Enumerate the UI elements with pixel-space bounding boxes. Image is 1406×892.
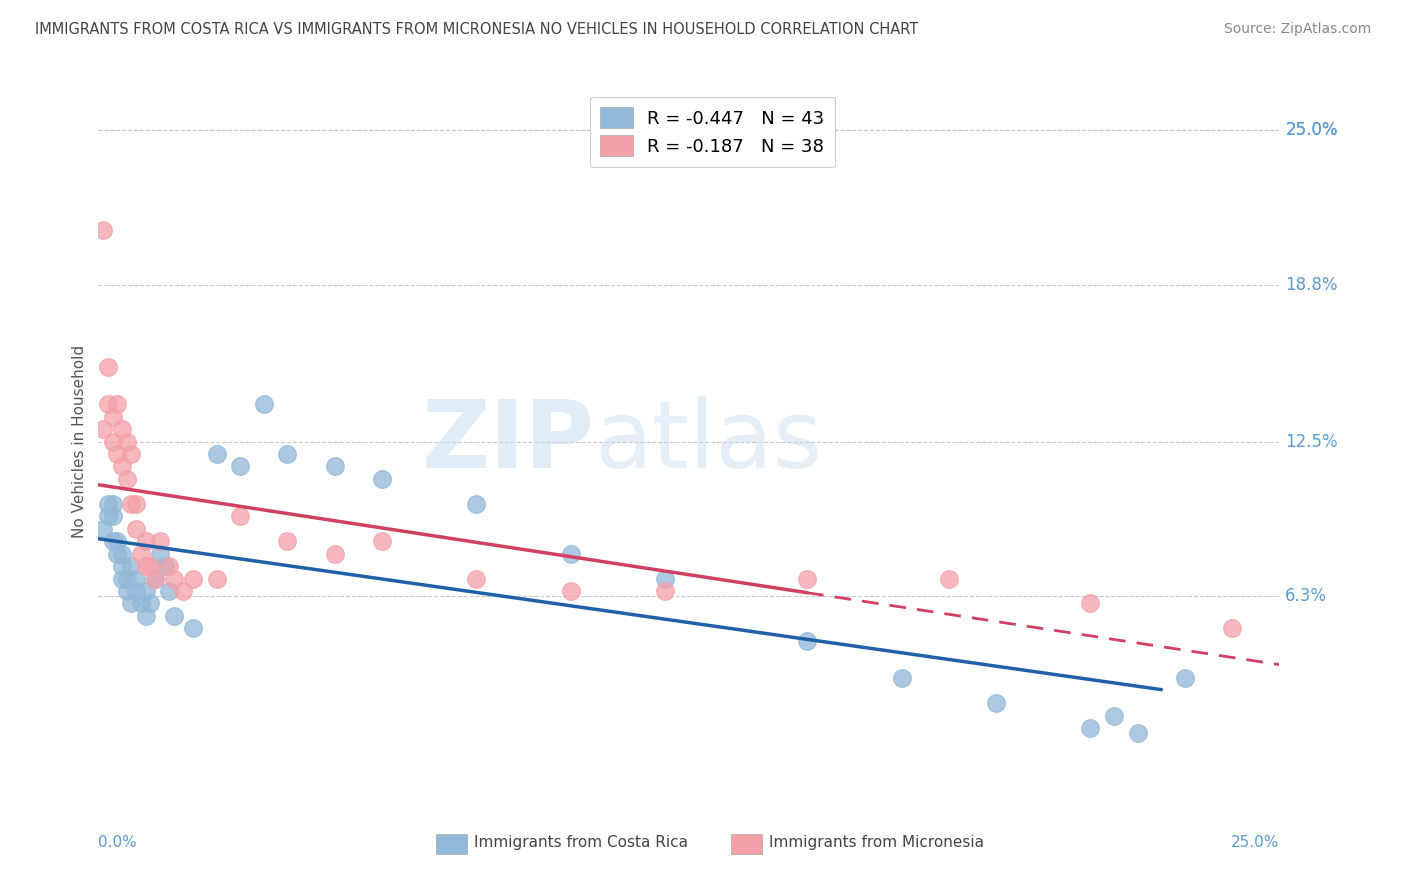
Point: [105, 397, 128, 411]
Text: 25.0%: 25.0%: [1285, 121, 1339, 139]
Point: [125, 497, 148, 511]
Text: ZIP: ZIP: [422, 395, 595, 488]
Point: [105, 447, 128, 461]
Point: [115, 472, 138, 486]
Point: [101, 497, 124, 511]
Point: [121, 559, 143, 574]
Point: [172, 584, 194, 599]
Point: [97, 359, 120, 374]
Point: [125, 572, 148, 586]
Point: [97, 509, 120, 524]
Point: [1126, 726, 1149, 740]
Point: [465, 572, 488, 586]
Point: [1080, 721, 1102, 735]
Point: [149, 547, 172, 561]
Point: [143, 572, 166, 586]
Point: [129, 597, 152, 611]
Point: [181, 572, 204, 586]
Point: [101, 409, 124, 424]
Point: [1220, 621, 1243, 635]
Point: [890, 671, 912, 685]
Point: [91, 223, 114, 237]
Point: [111, 547, 134, 561]
Point: [371, 472, 394, 486]
Point: [135, 534, 157, 549]
Point: [276, 447, 298, 461]
Point: [560, 584, 582, 599]
Point: [323, 547, 346, 561]
Point: [229, 459, 252, 474]
Point: [654, 584, 676, 599]
Point: [371, 534, 394, 549]
Point: [97, 497, 120, 511]
Text: Immigrants from Costa Rica: Immigrants from Costa Rica: [474, 836, 688, 850]
Text: 0.0%: 0.0%: [98, 836, 138, 850]
Text: 12.5%: 12.5%: [1285, 433, 1339, 450]
Text: IMMIGRANTS FROM COSTA RICA VS IMMIGRANTS FROM MICRONESIA NO VEHICLES IN HOUSEHOL: IMMIGRANTS FROM COSTA RICA VS IMMIGRANTS…: [35, 22, 918, 37]
Text: Immigrants from Micronesia: Immigrants from Micronesia: [769, 836, 984, 850]
Point: [125, 584, 148, 599]
Point: [181, 621, 204, 635]
Point: [101, 434, 124, 449]
Point: [111, 572, 134, 586]
Point: [143, 572, 166, 586]
Point: [115, 434, 138, 449]
Point: [101, 534, 124, 549]
Point: [157, 584, 180, 599]
Point: [163, 609, 186, 624]
Point: [111, 459, 134, 474]
Point: [984, 696, 1007, 710]
Point: [1080, 597, 1102, 611]
Point: [135, 584, 157, 599]
Point: [654, 572, 676, 586]
Point: [465, 497, 488, 511]
Text: 25.0%: 25.0%: [1232, 836, 1279, 850]
Point: [91, 422, 114, 436]
Point: [115, 572, 138, 586]
Point: [121, 497, 143, 511]
Point: [101, 509, 124, 524]
Point: [560, 547, 582, 561]
Point: [229, 509, 252, 524]
Point: [135, 609, 157, 624]
Text: 25.0%: 25.0%: [1285, 121, 1339, 139]
Point: [111, 422, 134, 436]
Point: [111, 559, 134, 574]
Point: [91, 522, 114, 536]
Point: [157, 559, 180, 574]
Point: [1102, 708, 1125, 723]
Text: atlas: atlas: [595, 395, 823, 488]
Point: [121, 447, 143, 461]
Point: [253, 397, 276, 411]
Point: [163, 572, 186, 586]
Text: 6.3%: 6.3%: [1285, 587, 1327, 605]
Point: [276, 534, 298, 549]
Legend: R = -0.447   N = 43, R = -0.187   N = 38: R = -0.447 N = 43, R = -0.187 N = 38: [589, 96, 835, 167]
Point: [105, 534, 128, 549]
Point: [97, 397, 120, 411]
Point: [139, 597, 162, 611]
Point: [105, 547, 128, 561]
Point: [153, 559, 176, 574]
Text: Source: ZipAtlas.com: Source: ZipAtlas.com: [1223, 22, 1371, 37]
Point: [139, 559, 162, 574]
Point: [121, 597, 143, 611]
Point: [205, 447, 228, 461]
Point: [125, 522, 148, 536]
Text: 18.8%: 18.8%: [1285, 276, 1339, 293]
Point: [205, 572, 228, 586]
Point: [129, 547, 152, 561]
Point: [938, 572, 960, 586]
Y-axis label: No Vehicles in Household: No Vehicles in Household: [72, 345, 87, 538]
Point: [1174, 671, 1197, 685]
Point: [135, 559, 157, 574]
Point: [323, 459, 346, 474]
Point: [796, 572, 818, 586]
Point: [149, 534, 172, 549]
Point: [796, 633, 818, 648]
Point: [115, 584, 138, 599]
